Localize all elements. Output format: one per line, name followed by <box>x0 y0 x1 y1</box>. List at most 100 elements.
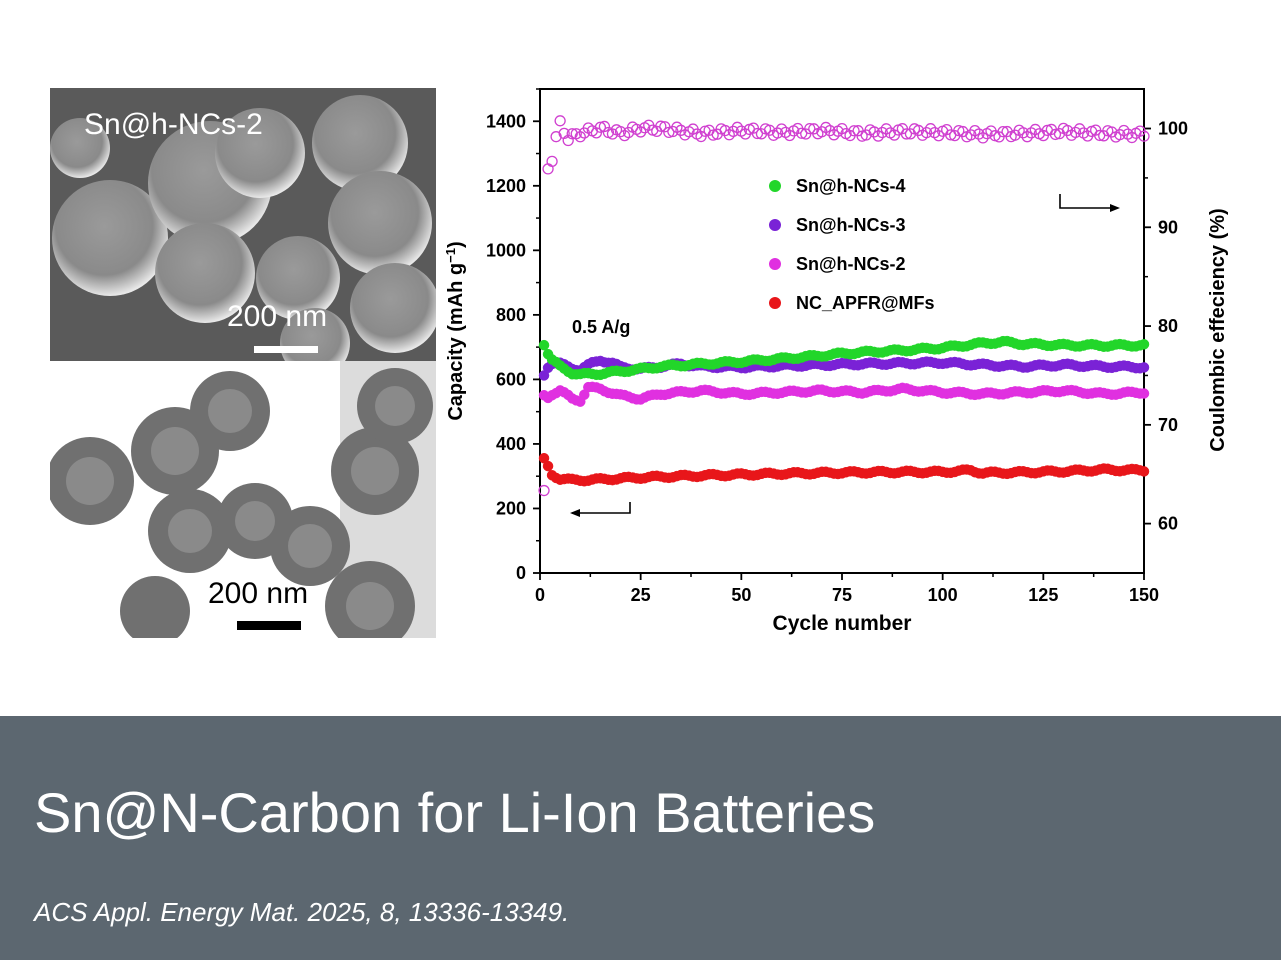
y-right-tick-label: 70 <box>1158 415 1178 435</box>
y-left-tick-label: 600 <box>496 369 526 389</box>
ce-data-point <box>546 155 558 167</box>
ce-data-point <box>1118 124 1130 137</box>
y-right-tick-label: 60 <box>1158 514 1178 534</box>
legend-label: NC_APFR@MFs <box>796 293 935 313</box>
ce-data-point <box>828 129 840 141</box>
y-left-axis-label: Capacity (mAh g−1) <box>443 241 467 420</box>
x-tick-label: 50 <box>731 585 751 605</box>
ce-data-point <box>554 115 566 127</box>
y-right-tick-label: 80 <box>1158 316 1178 336</box>
left-axis-arrowhead <box>570 509 580 517</box>
current-density-annotation: 0.5 A/g <box>572 317 630 337</box>
x-tick-label: 125 <box>1028 585 1058 605</box>
series-nc-apfr-mfs <box>538 452 1150 487</box>
ce-data-point <box>719 124 731 137</box>
ce-data-point <box>924 123 937 135</box>
ce-data-point <box>848 125 860 137</box>
sem-top-scale-bar <box>254 346 318 353</box>
ce-data-point <box>997 126 1009 138</box>
ce-data-point <box>973 128 985 140</box>
ce-data-point <box>1138 130 1150 142</box>
capacity-data-point <box>1138 339 1150 350</box>
ce-data-point <box>804 122 816 135</box>
title-banner <box>0 716 1281 960</box>
banner-citation: ACS Appl. Energy Mat. 2025, 8, 13336-133… <box>34 897 570 927</box>
ce-data-point <box>727 125 739 138</box>
y-left-tick-label: 0 <box>516 563 526 583</box>
y-left-tick-label: 400 <box>496 434 526 454</box>
y-right-tick-label: 100 <box>1158 119 1188 139</box>
legend: Sn@h-NCs-4 Sn@h-NCs-3 Sn@h-NCs-2 NC_APFR@MF… <box>769 176 935 313</box>
y-left-tick-label: 1000 <box>486 240 526 260</box>
ce-data-point <box>775 123 788 135</box>
x-tick-label: 100 <box>928 585 958 605</box>
ce-data-point <box>1122 128 1134 140</box>
capacity-data-point <box>1138 362 1150 373</box>
capacity-data-point <box>1138 388 1150 399</box>
ce-data-point <box>606 128 619 140</box>
x-tick-label: 150 <box>1129 585 1159 605</box>
ce-data-point <box>1114 129 1126 141</box>
right-axis-arrow <box>1059 194 1112 209</box>
legend-marker <box>769 180 781 192</box>
legend-marker <box>769 258 781 270</box>
legend-marker <box>769 219 781 231</box>
y-left-axis-label-main: Capacity (mAh g <box>445 263 467 421</box>
ce-data-point <box>566 128 578 140</box>
series-sn-h-ncs-2 <box>538 381 1150 407</box>
ce-data-point <box>900 128 913 140</box>
legend-marker <box>769 297 781 309</box>
capacity-data-point <box>1138 466 1150 477</box>
ce-data-point <box>868 126 880 138</box>
ce-data-point <box>872 130 884 142</box>
y-right-axis-label: Coulombic effeciency (%) <box>1207 208 1229 451</box>
x-tick-label: 0 <box>535 585 545 605</box>
y-left-tick-label: 1200 <box>486 176 526 196</box>
ce-data-point <box>771 127 784 139</box>
ce-data-point <box>920 126 933 139</box>
legend-label: Sn@h-NCs-4 <box>796 176 906 196</box>
capacity-data-point <box>538 339 550 351</box>
y-left-axis-label-sup: −1 <box>443 248 458 263</box>
y-left-axis-ticks: 0 200 400 600 800 1000 1200 1400 <box>486 88 540 583</box>
ce-data-point <box>876 126 888 139</box>
ce-data-point <box>1017 127 1029 139</box>
y-left-tick-label: 800 <box>496 305 526 325</box>
ce-data-point <box>1049 128 1062 141</box>
capacity-data-point <box>542 460 554 472</box>
ce-data-point <box>1073 123 1086 135</box>
series-sn-h-ncs-4 <box>538 335 1150 381</box>
ce-data-point <box>1025 127 1037 139</box>
ce-data-point <box>655 120 667 132</box>
y-left-tick-label: 1400 <box>486 111 526 131</box>
y-right-tick-label: 90 <box>1158 217 1178 237</box>
ce-data-point <box>953 124 965 137</box>
ce-data-point <box>614 125 627 138</box>
ce-data-point <box>598 120 611 133</box>
ce-data-point <box>538 484 550 497</box>
sem-top-sample-label: Sn@h-NCs-2 <box>84 108 263 141</box>
sem-bottom-particles <box>50 361 436 638</box>
ce-data-point <box>977 132 989 144</box>
x-axis-label: Cycle number <box>773 612 912 635</box>
sem-bottom-scale-text: 200 nm <box>208 577 309 610</box>
ce-data-point <box>1021 131 1033 143</box>
ce-data-point <box>880 123 892 135</box>
right-axis-arrowhead <box>1110 204 1120 212</box>
ce-data-point <box>574 131 586 143</box>
ce-data-point <box>590 127 603 139</box>
plot-frame <box>539 88 1145 574</box>
ce-data-point <box>663 126 675 139</box>
left-axis-arrow <box>572 502 631 514</box>
ce-data-point <box>594 121 607 133</box>
sem-top-particles <box>50 88 436 361</box>
sem-top-scale-text: 200 nm <box>227 300 328 333</box>
legend-label: Sn@h-NCs-3 <box>796 215 906 235</box>
series-layer <box>538 115 1150 497</box>
y-right-axis-ticks: 60 70 80 90 100 <box>1144 119 1188 534</box>
ce-data-point <box>731 121 743 133</box>
y-left-tick-label: 200 <box>496 498 526 518</box>
ce-data-point <box>542 163 554 175</box>
ce-data-point <box>723 129 735 141</box>
sem-image-top: Sn@h-NCs-2 200 nm <box>50 88 436 361</box>
